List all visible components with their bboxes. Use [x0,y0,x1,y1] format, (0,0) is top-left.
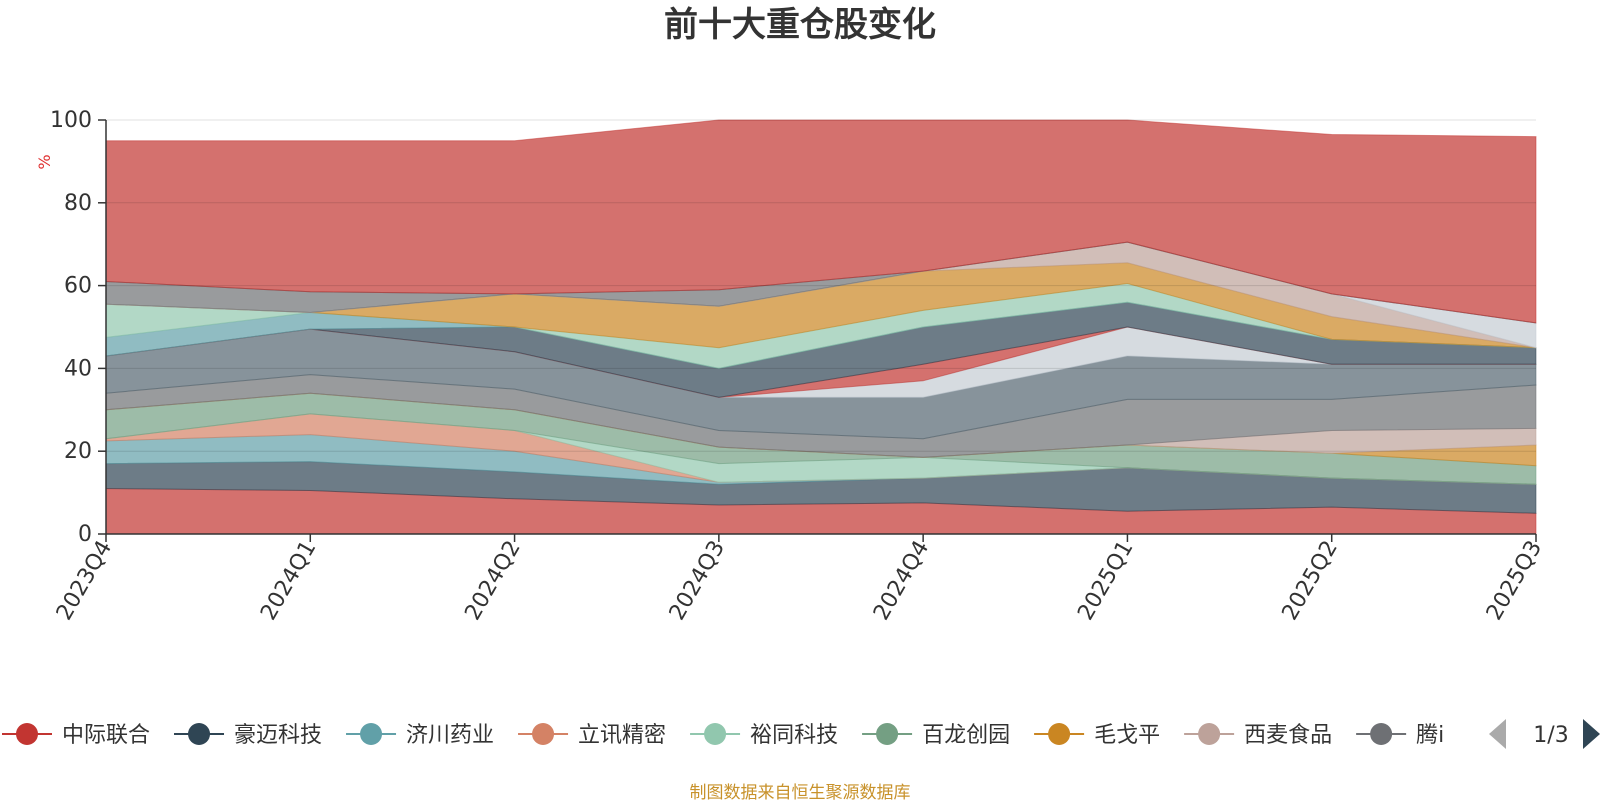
legend-label: 百龙创园 [922,723,1010,748]
y-tick-label: 20 [64,439,92,464]
y-tick-label: 100 [50,108,92,133]
legend-marker-icon [360,723,383,745]
legend-label: 立讯精密 [578,723,666,748]
legend-marker-icon [1048,723,1071,745]
legend-label: 腾i [1416,723,1444,748]
series-areas [105,119,1537,535]
x-tick-label: 2023Q4 [52,537,117,625]
chart-title: 前十大重仓股变化 [664,5,936,45]
y-tick-label: 40 [64,356,92,381]
x-tick-label: 2025Q3 [1482,537,1547,625]
y-tick-label: 60 [64,274,92,299]
legend-label: 济川药业 [406,723,494,748]
legend-label: 裕同科技 [750,723,838,748]
legend-item[interactable]: 立讯精密 [518,723,666,748]
legend-item[interactable]: 中际联合 [2,723,150,748]
x-tick-label: 2025Q1 [1073,537,1138,625]
legend-label: 中际联合 [62,723,150,748]
gridlines [106,119,1536,452]
x-tick-label: 2024Q4 [869,537,934,625]
legend-marker-icon [1198,723,1221,745]
legend-item[interactable]: 裕同科技 [690,723,838,748]
legend-marker-icon [876,723,899,745]
legend-item[interactable]: 腾i [1356,723,1444,748]
x-tick-label: 2024Q2 [460,537,525,625]
x-tick-label: 2024Q3 [665,537,730,625]
y-axis-unit-label: % [35,154,54,169]
legend-item[interactable]: 豪迈科技 [174,723,322,748]
legend-label: 西麦食品 [1244,723,1332,748]
legend-marker-icon [704,723,727,745]
y-tick-label: 80 [64,191,92,216]
legend-item[interactable]: 济川药业 [346,723,494,748]
legend-marker-icon [16,723,38,745]
legend-prev-page-icon[interactable] [1489,719,1506,749]
legend-marker-icon [1370,723,1393,745]
x-tick-label: 2024Q1 [256,537,321,625]
legend-next-page-icon[interactable] [1583,719,1600,749]
legend-item[interactable]: 毛戈平 [1034,723,1160,748]
legend: 中际联合 豪迈科技 济川药业 立讯精密 裕同科技 百龙创园 毛戈平 西麦食品 腾i 1/3 [2,706,1600,762]
x-tick-label: 2025Q2 [1278,537,1343,625]
legend-page-indicator: 1/3 [1533,723,1568,748]
area-series-21[interactable] [105,119,1537,324]
source-note: 制图数据来自恒生聚源数据库 [689,783,911,803]
legend-item[interactable]: 西麦食品 [1184,723,1332,748]
legend-marker-icon [532,723,555,745]
legend-item[interactable]: 百龙创园 [862,723,1010,748]
y-tick-label: 0 [78,522,92,547]
legend-marker-icon [188,723,211,745]
legend-label: 毛戈平 [1094,723,1160,748]
legend-label: 豪迈科技 [234,723,322,748]
